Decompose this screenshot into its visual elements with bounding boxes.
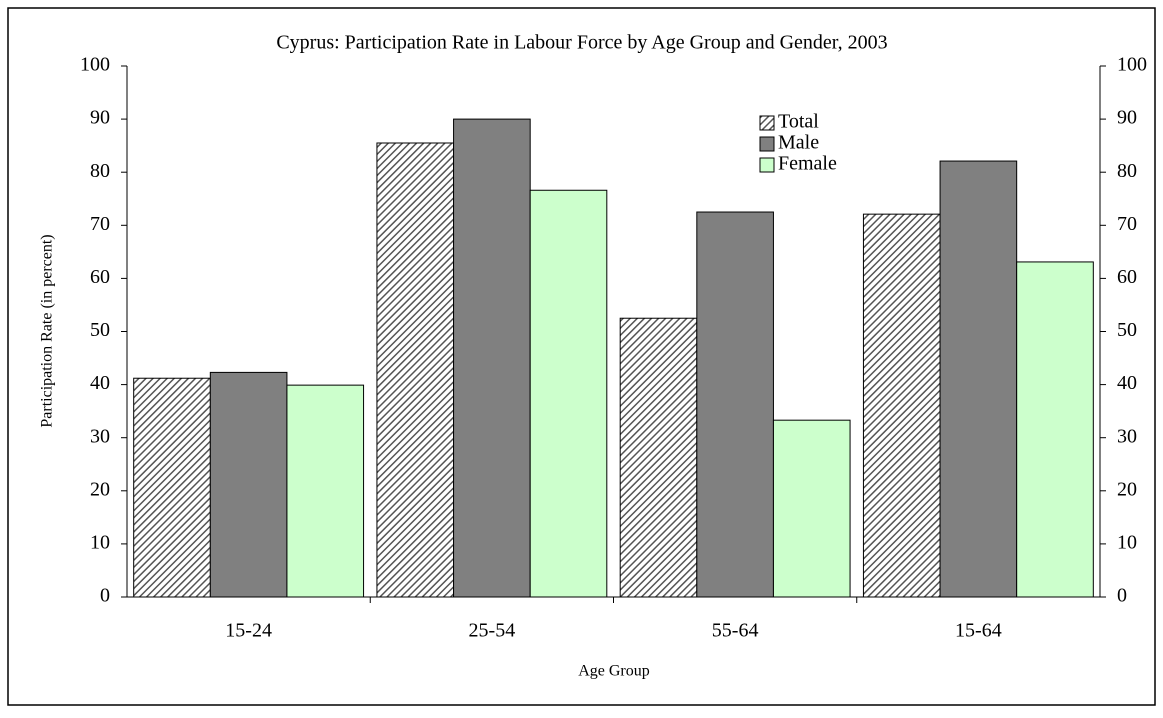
- bar: [453, 118, 531, 598]
- y-tick-label: 60: [90, 266, 110, 288]
- bar: [772, 419, 851, 598]
- y-tick-label: 20: [90, 478, 110, 500]
- legend-swatch: [759, 115, 775, 131]
- y-tick-label: 10: [90, 531, 110, 553]
- y2-tick-label: 60: [1117, 266, 1137, 288]
- bar: [1016, 261, 1094, 598]
- bar: [133, 377, 211, 598]
- y2-tick-label: 0: [1117, 585, 1127, 607]
- y2-tick-label: 90: [1117, 107, 1137, 129]
- y2-tick-label: 10: [1117, 531, 1137, 553]
- bar: [619, 317, 698, 598]
- y2-tick-label: 70: [1117, 213, 1137, 235]
- bar: [862, 213, 941, 598]
- bar: [939, 160, 1018, 598]
- chart-title: Cyprus: Participation Rate in Labour For…: [276, 32, 887, 54]
- bar: [209, 371, 288, 598]
- y-tick-label: 0: [100, 585, 110, 607]
- x-tick-label: 25-54: [469, 620, 516, 642]
- bar: [376, 142, 455, 598]
- y2-tick-label: 20: [1117, 478, 1137, 500]
- bar: [286, 384, 365, 598]
- y-tick-label: 80: [90, 160, 110, 182]
- y-tick-label: 50: [90, 319, 110, 341]
- legend-label: Male: [778, 132, 819, 154]
- x-axis-title: Age Group: [578, 663, 650, 680]
- y2-tick-label: 40: [1117, 372, 1137, 394]
- y-tick-label: 30: [90, 425, 110, 447]
- y2-tick-label: 30: [1117, 425, 1137, 447]
- x-tick-label: 55-64: [712, 620, 759, 642]
- y-tick-label: 100: [80, 54, 110, 76]
- legend-swatch: [759, 157, 775, 173]
- y2-tick-label: 50: [1117, 319, 1137, 341]
- y-tick-label: 70: [90, 213, 110, 235]
- x-tick-label: 15-64: [955, 620, 1002, 642]
- x-tick-label: 15-24: [225, 620, 272, 642]
- bar: [696, 211, 774, 598]
- bar: [529, 189, 608, 598]
- legend-swatch: [759, 136, 775, 152]
- y2-tick-label: 100: [1117, 54, 1147, 76]
- legend-label: Total: [778, 111, 819, 133]
- y-axis-title: Participation Rate (in percent): [39, 234, 56, 427]
- legend-label: Female: [778, 153, 837, 175]
- y2-tick-label: 80: [1117, 160, 1137, 182]
- y-tick-label: 90: [90, 107, 110, 129]
- y-tick-label: 40: [90, 372, 110, 394]
